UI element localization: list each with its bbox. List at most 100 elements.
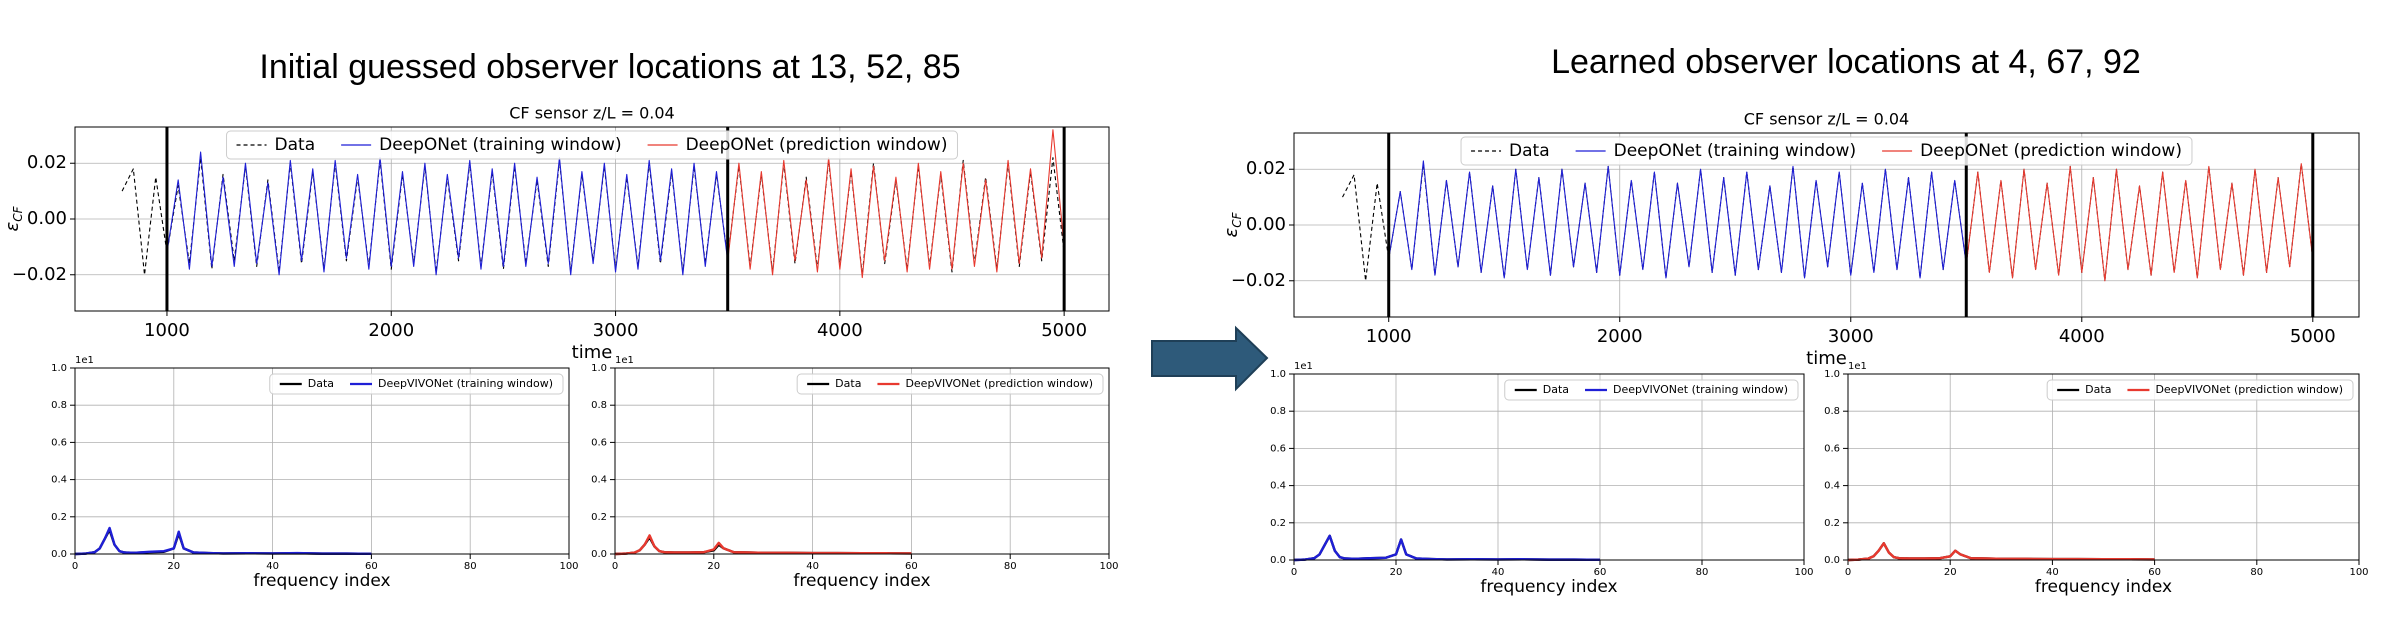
x-tick-label: 5000: [2290, 326, 2336, 347]
x-tick-label: 60: [2148, 567, 2161, 578]
axes: 1000 2000 3000 4000 5000 −0.02 0.00 0.02 CF sens…: [1221, 110, 2360, 369]
x-tick-label: 80: [2250, 567, 2263, 578]
y-tick-label: 0.8: [51, 400, 67, 411]
y-offset-label: 1e1: [615, 355, 634, 366]
axes-frame: [74, 367, 570, 555]
y-tick-label: 0.4: [591, 475, 607, 486]
legend-label: DeepVIVONet (training window): [378, 377, 553, 390]
x-tick-label: 60: [1594, 567, 1607, 578]
x-axis-label: frequency index: [2035, 577, 2172, 597]
y-tick-label: 0.00: [1246, 214, 1286, 235]
x-axis-label: frequency index: [1480, 577, 1617, 597]
y-tick-label: 0.0: [1270, 555, 1286, 566]
series-line: [1388, 160, 1967, 279]
plot-area: [75, 368, 569, 554]
legend: Data DeepONet (training window) DeepONet (…: [1460, 136, 2193, 166]
series-line: [614, 534, 912, 556]
axes-frame: [1847, 373, 2360, 561]
y-tick-label: 1.0: [1270, 369, 1286, 380]
y-tick-label: 1.0: [1824, 369, 1840, 380]
series-line: [1965, 163, 2314, 282]
y-tick-label: 0.2: [51, 512, 67, 523]
y-tick-label: 0.6: [51, 437, 67, 448]
y-tick-label: 0.4: [51, 475, 67, 486]
x-tick-label: 80: [464, 561, 477, 572]
y-offset-label: 1e1: [75, 355, 94, 366]
legend-label: DeepVIVONet (prediction window): [905, 377, 1093, 390]
legend: Data DeepVIVONet (prediction window): [796, 373, 1104, 395]
axes: 0 20 40 60 80 100 0.0 0.2 0.4 0.6 0.8 1.0 frequency …: [591, 355, 1118, 591]
arrow: [1151, 325, 1269, 392]
x-tick-label: 60: [905, 561, 918, 572]
x-tick-label: 60: [365, 561, 378, 572]
x-tick-label: 80: [1696, 567, 1709, 578]
legend-label: DeepONet (training window): [379, 135, 621, 155]
x-axis-label: frequency index: [253, 571, 390, 591]
x-tick-label: 20: [707, 561, 720, 572]
y-tick-label: 1.0: [51, 363, 67, 374]
legend-label: Data: [308, 377, 334, 390]
x-tick-label: 80: [1004, 561, 1017, 572]
legend: Data DeepONet (training window) DeepONet (…: [226, 130, 958, 160]
legend-label: DeepVIVONet (training window): [1613, 383, 1788, 396]
legend-label: DeepONet (prediction window): [686, 135, 948, 155]
y-tick-label: 0.2: [1270, 518, 1286, 529]
x-tick-label: 100: [1099, 561, 1118, 572]
x-axis-label: time: [572, 342, 613, 363]
y-offset-label: 1e1: [1848, 361, 1867, 372]
plot-area: [1848, 374, 2359, 560]
x-tick-label: 40: [266, 561, 279, 572]
y-tick-label: 0.2: [1824, 518, 1840, 529]
x-tick-label: 4000: [817, 320, 863, 341]
legend-box: [269, 373, 564, 395]
y-tick-label: −0.02: [1231, 270, 1286, 291]
legend-label: Data: [2085, 383, 2111, 396]
x-tick-label: 3000: [1828, 326, 1874, 347]
axes-frame: [614, 367, 1110, 555]
legend-label: Data: [835, 377, 861, 390]
legend-label: DeepONet (prediction window): [1920, 141, 2182, 161]
y-tick-label: 0.8: [1824, 406, 1840, 417]
legend-label: Data: [275, 135, 316, 155]
chart-title: CF sensor z/L = 0.04: [1744, 110, 1909, 129]
legend: Data DeepVIVONet (training window): [269, 373, 564, 395]
legend-label: DeepVIVONet (prediction window): [2155, 383, 2343, 396]
x-tick-label: 100: [2349, 567, 2368, 578]
chart-title: CF sensor z/L = 0.04: [509, 104, 674, 123]
y-tick-label: 0.8: [591, 400, 607, 411]
series-line: [727, 129, 1065, 279]
y-tick-label: −0.02: [12, 264, 67, 285]
y-tick-label: 0.02: [27, 152, 67, 173]
y-tick-label: 1.0: [591, 363, 607, 374]
axes: 1000 2000 3000 4000 5000 −0.02 0.00 0.02 CF sens…: [2, 104, 1110, 363]
y-tick-label: 0.0: [51, 549, 67, 560]
x-tick-label: 0: [72, 561, 78, 572]
axes: 0 20 40 60 80 100 0.0 0.2 0.4 0.6 0.8 1.0 frequency …: [1824, 361, 2368, 597]
axes: 0 20 40 60 80 100 0.0 0.2 0.4 0.6 0.8 1.0 frequency …: [1270, 361, 1813, 597]
y-tick-label: 0.0: [591, 549, 607, 560]
y-tick-label: 0.02: [1246, 158, 1286, 179]
legend-box: [2046, 379, 2354, 401]
x-tick-label: 20: [167, 561, 180, 572]
legend-box: [1504, 379, 1799, 401]
x-tick-label: 20: [1944, 567, 1957, 578]
y-axis-symbol: ε: [1221, 228, 1242, 238]
y-tick-label: 0.6: [591, 437, 607, 448]
y-axis-subscript: CF: [1230, 211, 1244, 227]
x-tick-label: 1000: [144, 320, 190, 341]
x-tick-label: 40: [1492, 567, 1505, 578]
y-tick-label: 0.00: [27, 208, 67, 229]
plot-area: [1294, 374, 1804, 560]
y-axis-label: εCF: [1221, 211, 1244, 237]
x-tick-label: 3000: [593, 320, 639, 341]
figure-title: Learned observer locations at 4, 67, 92: [1551, 43, 2141, 81]
y-axis-label: εCF: [2, 205, 25, 231]
x-tick-label: 4000: [2059, 326, 2105, 347]
y-tick-label: 0.4: [1270, 481, 1286, 492]
series-line: [74, 526, 372, 556]
legend: Data DeepVIVONet (training window): [1504, 379, 1799, 401]
x-axis-label: time: [1806, 348, 1847, 369]
x-tick-label: 2000: [1597, 326, 1643, 347]
x-tick-label: 40: [2046, 567, 2059, 578]
